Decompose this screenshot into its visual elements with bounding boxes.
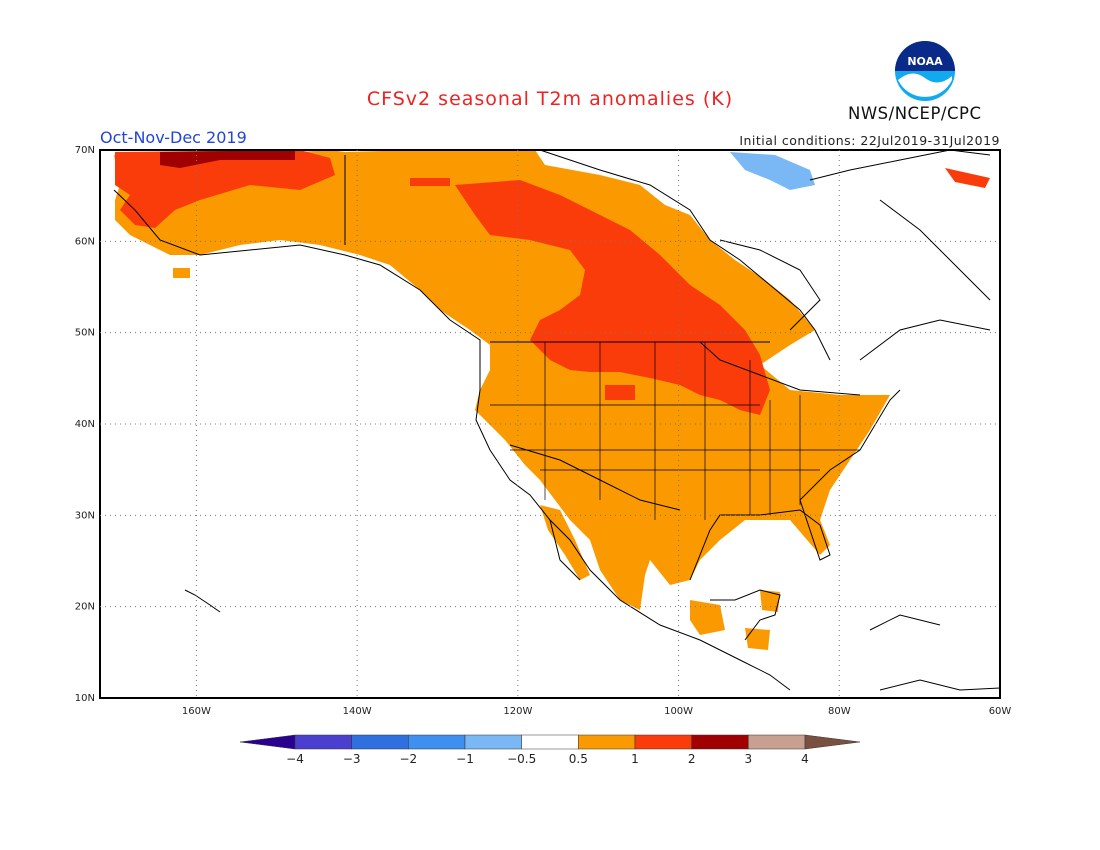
colorbar-box [294,734,352,750]
colorbar-box [351,734,409,750]
lat-tick-label: 30N [75,510,95,521]
map-title: CFSv2 seasonal T2m anomalies (K) [366,88,734,110]
colorbar-box [464,734,522,750]
axis-labels: 10N 20N 30N 40N 50N 60N 70N 160W 140W 120W 100W 80W… [75,145,1012,717]
lon-tick-label: 120W [503,706,532,717]
anomaly-layer [114,150,990,650]
lat-tick-label: 50N [75,328,95,339]
colorbar-tick-label: 1 [631,752,639,766]
anomaly-red-wyoming [605,385,635,400]
anomaly-orange-baja [540,505,590,580]
season-label: Oct-Nov-Dec 2019 [100,128,247,147]
colorbar-box [408,734,466,750]
colorbar-tick-label: 4 [801,752,809,766]
lon-tick-label: 160W [182,706,211,717]
anomaly-darkred [160,150,295,168]
anomaly-red-greenland [945,168,990,188]
lat-tick-label: 60N [75,236,95,247]
colorbar-high-arrow [804,734,861,750]
colorbar-box [691,734,749,750]
colorbar-tick-label: −3 [343,752,361,766]
colorbar-box [521,734,579,750]
lat-tick-label: 10N [75,693,95,704]
colorbar-tick-label: 3 [745,752,753,766]
agency-label: NWS/NCEP/CPC [848,104,982,123]
anomaly-orange-ca [745,628,770,650]
lat-tick-label: 40N [75,419,95,430]
lon-tick-label: 60W [989,706,1012,717]
gridlines [100,150,1000,698]
colorbar-box [748,734,806,750]
lon-tick-label: 80W [828,706,851,717]
colorbar-box [634,734,692,750]
colorbar-tick-label: 0.5 [569,752,588,766]
colorbar-tick-label: −2 [399,752,417,766]
noaa-logo-icon: NOAA [895,41,955,101]
lon-tick-label: 100W [664,706,693,717]
colorbar: −4 −3 −2 −1 −0.5 0.5 1 2 3 4 [239,734,861,766]
coastline-outlines [113,149,1001,691]
lat-tick-label: 20N [75,602,95,613]
colorbar-tick-label: 2 [688,752,696,766]
anomaly-orange [114,150,890,610]
map-frame [99,149,1001,699]
lat-tick-label: 70N [75,145,95,156]
colorbar-tick-label: −4 [286,752,304,766]
colorbar-box [578,734,636,750]
colorbar-tick-label: −1 [456,752,474,766]
anomaly-orange-yucatan [760,590,780,612]
colorbar-low-arrow [239,734,296,750]
lon-tick-label: 140W [343,706,372,717]
logo-text: NOAA [907,55,943,68]
anomaly-red-arctic [410,178,450,186]
anomaly-orange-nw [173,268,190,278]
anomaly-orange-mexico [690,600,725,635]
colorbar-tick-label: −0.5 [507,752,536,766]
anomaly-red-alaska [115,150,335,228]
initial-conditions-label: Initial conditions: 22Jul2019-31Jul2019 [739,133,1000,148]
anomaly-blue [730,152,815,190]
anomaly-red-canada [455,180,770,415]
state-borders [490,342,860,520]
